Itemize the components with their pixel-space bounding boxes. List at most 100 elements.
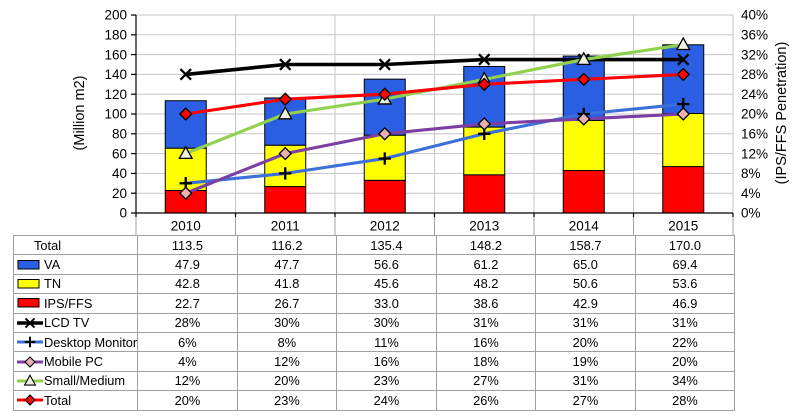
row-label-text: Small/Medium xyxy=(44,373,126,389)
table-cell: 22% xyxy=(634,331,736,353)
table-row-total: Total 113.5 116.2 135.4 148.2 158.7 170.0 xyxy=(12,234,736,256)
table-row-small-medium: Small/Medium 12% 20% 23% 27% 31% 34% xyxy=(12,370,736,392)
table-cell: 12% xyxy=(137,370,238,392)
table-cell: 20% xyxy=(535,331,636,353)
table-cell: 18% xyxy=(435,351,537,372)
table-cell: 16% xyxy=(336,351,437,372)
table-cell: 34% xyxy=(634,370,736,392)
row-label-total: Total xyxy=(12,234,139,256)
table-cell: 31% xyxy=(634,312,736,333)
table-cell: 31% xyxy=(535,312,636,333)
line-series-desktop-monitor xyxy=(179,97,690,190)
svg-text:140: 140 xyxy=(104,67,127,82)
row-label-tn: TN xyxy=(12,273,139,295)
left-axis-ticks: 0 20 40 60 80 100 120 140 160 180 200 xyxy=(104,8,136,221)
row-label-total-2: Total xyxy=(12,390,139,411)
table-cell: 47.7 xyxy=(236,254,338,275)
table-cell: 30% xyxy=(236,312,338,333)
right-axis-ticks: 0% 4% 8% 12% 16% 20% 24% 28% 32% 36% 40% xyxy=(741,8,768,221)
ips-ffs-legend-swatch-icon xyxy=(17,298,40,308)
table-cell: 46.9 xyxy=(634,293,736,314)
table-cell: 53.6 xyxy=(634,273,736,295)
table-cell: 38.6 xyxy=(435,293,537,314)
svg-text:20: 20 xyxy=(112,186,127,201)
right-axis-title: (IPS/FFS Penetration) xyxy=(774,41,790,185)
x-tick-label: 2010 xyxy=(171,219,201,234)
left-axis-title: (Million m2) xyxy=(72,75,88,151)
table-cell: 23% xyxy=(236,390,338,411)
svg-text:120: 120 xyxy=(104,87,127,102)
small-medium-legend-line-icon xyxy=(17,374,43,386)
table-cell: 28% xyxy=(137,312,238,333)
table-cell: 61.2 xyxy=(435,254,537,275)
table-cell: 26.7 xyxy=(236,293,338,314)
bar-segment-ips-ffs xyxy=(562,170,605,214)
svg-text:80: 80 xyxy=(112,127,127,142)
table-cell: 45.6 xyxy=(336,273,437,295)
table-cell: 20% xyxy=(137,390,238,411)
svg-text:16%: 16% xyxy=(741,127,768,142)
table-cell: 30% xyxy=(336,312,437,333)
svg-text:4%: 4% xyxy=(741,186,761,201)
x-axis-category-labels: 2010 2011 2012 2013 2014 2015 xyxy=(135,213,734,236)
row-label-mobile-pc: Mobile PC xyxy=(12,351,139,372)
svg-text:180: 180 xyxy=(104,28,127,43)
tn-legend-swatch-icon xyxy=(17,278,40,289)
table-cell: 33.0 xyxy=(336,293,437,314)
mobile-pc-legend-line-icon xyxy=(17,355,43,368)
table-cell: 50.6 xyxy=(535,273,636,295)
row-label-text: VA xyxy=(44,257,61,273)
bar-segment-ips-ffs xyxy=(363,179,406,214)
combo-chart: 0 20 40 60 80 100 120 140 160 180 200 0% 4% 8% 12% 16% 2… xyxy=(104,8,768,236)
x-tick-label: 2013 xyxy=(469,219,499,234)
row-label-desktop-monitor: Desktop Monitor xyxy=(12,331,139,353)
svg-text:0%: 0% xyxy=(741,206,761,221)
table-cell: 20% xyxy=(236,370,338,392)
table-cell: 135.4 xyxy=(336,234,437,256)
svg-text:20%: 20% xyxy=(741,107,768,122)
svg-text:60: 60 xyxy=(112,146,127,161)
row-label-text: Total xyxy=(34,237,62,253)
row-label-ips-ffs: IPS/FFS xyxy=(12,293,139,314)
table-cell: 6% xyxy=(137,331,238,353)
svg-text:24%: 24% xyxy=(741,87,768,102)
table-cell: 26% xyxy=(435,390,537,411)
table-row-total-2: Total 20% 23% 24% 26% 27% 28% xyxy=(12,390,736,411)
line-series-mobile-pc xyxy=(178,107,691,201)
svg-text:160: 160 xyxy=(104,47,127,62)
table-cell: 16% xyxy=(435,331,537,353)
svg-text:8%: 8% xyxy=(741,166,761,181)
x-tick-label: 2012 xyxy=(370,219,400,234)
total-2-legend-line-icon xyxy=(17,394,43,407)
va-legend-swatch-icon xyxy=(17,259,40,270)
table-cell: 42.9 xyxy=(535,293,636,314)
bar-segment-tn xyxy=(562,119,605,172)
row-label-lcd-tv: LCD TV xyxy=(12,312,139,333)
desktop-monitor-legend-line-icon xyxy=(17,336,43,348)
table-cell: 65.0 xyxy=(535,254,636,275)
table-cell: 27% xyxy=(435,370,537,392)
table-cell: 27% xyxy=(535,390,636,411)
bar-segment-tn xyxy=(662,113,705,168)
table-cell: 170.0 xyxy=(634,234,736,256)
table-cell: 41.8 xyxy=(236,273,338,295)
bar-segment-ips-ffs xyxy=(264,186,307,214)
bar-segment-ips-ffs xyxy=(463,174,506,214)
x-tick-label: 2014 xyxy=(569,219,600,234)
table-cell: 116.2 xyxy=(236,234,338,256)
data-table: Total 113.5 116.2 135.4 148.2 158.7 170.0 VA 47.… xyxy=(12,234,736,411)
row-label-small-medium: Small/Medium xyxy=(12,370,139,392)
svg-text:36%: 36% xyxy=(741,28,768,43)
table-cell: 148.2 xyxy=(435,234,537,256)
svg-text:200: 200 xyxy=(104,8,127,23)
table-cell: 12% xyxy=(236,351,338,372)
row-label-text: TN xyxy=(44,276,62,292)
table-cell: 47.9 xyxy=(137,254,238,275)
svg-text:40: 40 xyxy=(112,166,127,181)
table-cell: 24% xyxy=(336,390,437,411)
lcd-tv-legend-line-icon xyxy=(17,317,43,328)
svg-text:40%: 40% xyxy=(741,8,768,23)
table-cell: 42.8 xyxy=(137,273,238,295)
svg-text:0: 0 xyxy=(119,206,127,221)
